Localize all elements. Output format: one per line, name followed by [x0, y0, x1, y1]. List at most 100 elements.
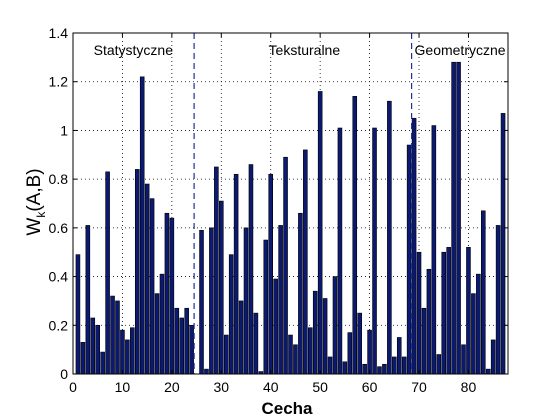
bar	[500, 113, 506, 375]
bar	[154, 293, 160, 375]
bar	[322, 298, 328, 375]
bar	[312, 290, 318, 375]
bar	[243, 227, 249, 375]
bar	[85, 225, 91, 375]
x-tick-label: 0	[69, 379, 77, 395]
y-axis-label-main: W	[24, 218, 45, 236]
bar	[134, 169, 140, 375]
x-axis-label: Cecha	[261, 399, 313, 418]
bar	[253, 312, 259, 375]
bar	[342, 361, 348, 375]
bar	[471, 293, 476, 375]
y-tick-label: 0.8	[49, 171, 69, 187]
bar	[90, 317, 96, 375]
bar	[357, 312, 362, 375]
bar	[174, 307, 180, 375]
bar	[273, 278, 278, 375]
bar	[446, 247, 451, 375]
bar	[75, 254, 81, 375]
bar	[278, 225, 283, 375]
bar	[396, 337, 402, 375]
x-tick-label: 60	[362, 379, 378, 395]
bar	[406, 144, 412, 375]
y-tick-label: 0.2	[49, 317, 69, 333]
bar	[416, 251, 422, 375]
y-axis-label: Wk(A,B)	[24, 168, 48, 235]
bar	[327, 356, 333, 375]
bar	[307, 327, 313, 375]
bar	[372, 127, 377, 375]
section-labels: Statystyczne Teksturalne Geometryczne	[94, 42, 506, 58]
bar	[485, 368, 491, 375]
y-tick-label: 0.4	[49, 269, 69, 285]
bar	[461, 344, 466, 375]
bar	[233, 173, 239, 375]
bar	[283, 156, 288, 375]
bar	[377, 366, 382, 375]
y-tick-label: 0	[60, 366, 68, 382]
bar-series	[75, 61, 506, 375]
plot-frame	[72, 32, 509, 375]
x-tick-label: 80	[461, 379, 477, 395]
bar	[214, 166, 219, 375]
bar	[456, 61, 461, 375]
bar	[298, 212, 303, 375]
bar	[288, 334, 293, 375]
bar	[401, 356, 407, 375]
bar	[219, 200, 224, 375]
bar	[238, 300, 244, 375]
bar	[120, 329, 125, 375]
bar	[431, 125, 437, 375]
bar	[110, 295, 115, 375]
bar	[115, 300, 120, 375]
y-tick-label: 1	[60, 122, 68, 138]
bar	[451, 61, 456, 375]
bar	[144, 183, 150, 375]
bar	[392, 356, 397, 375]
bar	[204, 368, 209, 375]
x-tick-label: 20	[164, 379, 180, 395]
section-label: Teksturalne	[269, 42, 341, 58]
bar	[139, 76, 145, 375]
bar	[125, 339, 130, 375]
bar	[303, 149, 308, 375]
bar	[228, 254, 234, 375]
section-label: Statystyczne	[94, 42, 174, 58]
bar	[495, 225, 501, 375]
bar	[223, 334, 229, 375]
y-axis-label-subscript: k	[34, 211, 48, 218]
y-axis-label-suffix: (A,B)	[24, 168, 45, 211]
bar	[490, 339, 496, 375]
x-tick-label: 30	[214, 379, 230, 395]
bar	[159, 273, 165, 375]
bar	[164, 212, 170, 375]
bar	[95, 324, 100, 375]
axis-ticks: 0 10 20 30 40 50 60 70 80 0 0.2 0.4 0.6 0.8 1 1.2 1.4	[49, 25, 508, 395]
bar	[466, 247, 471, 375]
bar	[317, 91, 323, 375]
bar	[411, 117, 417, 375]
x-tick-label: 40	[263, 379, 279, 395]
bar	[367, 329, 372, 375]
bar	[209, 227, 214, 375]
y-tick-label: 0.6	[49, 220, 69, 236]
section-label: Geometryczne	[415, 42, 506, 58]
bar	[337, 127, 343, 375]
bar	[199, 229, 204, 375]
bar	[293, 344, 298, 375]
bar	[248, 164, 254, 375]
bar	[421, 307, 427, 375]
bar	[149, 198, 155, 375]
bar	[382, 363, 387, 375]
bar	[332, 276, 338, 375]
bar	[387, 100, 392, 375]
section-dividers	[193, 33, 413, 374]
bar	[476, 273, 481, 375]
x-tick-label: 70	[411, 379, 427, 395]
bar	[263, 239, 269, 375]
bar	[352, 96, 358, 375]
bar	[362, 363, 367, 375]
y-tick-label: 1.4	[49, 25, 69, 41]
bar	[426, 268, 432, 375]
bar	[105, 171, 110, 375]
